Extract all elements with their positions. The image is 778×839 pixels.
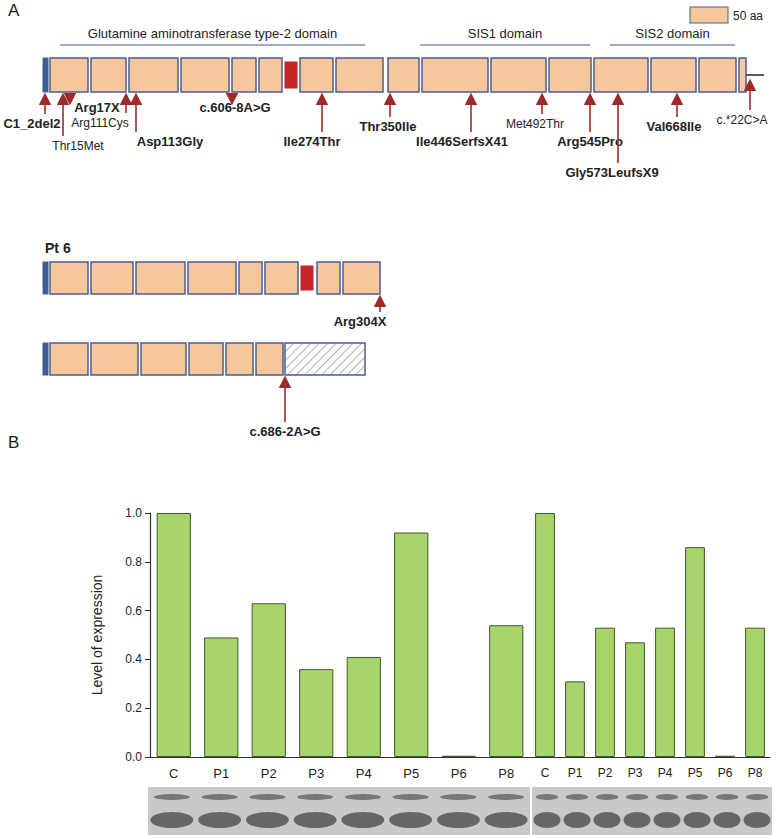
svg-text:Thr350Ile: Thr350Ile	[359, 119, 416, 134]
svg-text:0.2: 0.2	[125, 701, 142, 715]
svg-text:A: A	[8, 1, 20, 20]
svg-text:Level of expression: Level of expression	[89, 575, 105, 696]
svg-text:0.0: 0.0	[125, 750, 142, 764]
svg-text:P4: P4	[356, 766, 372, 781]
svg-text:Thr15Met: Thr15Met	[52, 139, 104, 153]
svg-text:Arg304X: Arg304X	[334, 314, 387, 329]
svg-text:P1: P1	[568, 766, 583, 780]
svg-text:c.*22C>A: c.*22C>A	[716, 113, 767, 127]
svg-text:c.686-2A>G: c.686-2A>G	[249, 424, 320, 439]
svg-text:C: C	[541, 766, 550, 780]
svg-text:P1: P1	[213, 766, 229, 781]
svg-text:Arg17X: Arg17X	[74, 100, 120, 115]
svg-text:P8: P8	[748, 766, 763, 780]
svg-text:P3: P3	[308, 766, 324, 781]
svg-text:Glutamine aminotransferase typ: Glutamine aminotransferase type-2 domain	[88, 26, 337, 41]
svg-text:1.0: 1.0	[125, 506, 142, 520]
svg-text:P6: P6	[718, 766, 733, 780]
svg-text:P2: P2	[598, 766, 613, 780]
svg-text:0.4: 0.4	[125, 652, 142, 666]
svg-text:P5: P5	[688, 766, 703, 780]
svg-text:Ile274Thr: Ile274Thr	[283, 134, 340, 149]
svg-text:Arg545Pro: Arg545Pro	[557, 134, 623, 149]
svg-text:P5: P5	[403, 766, 419, 781]
svg-text:Met492Thr: Met492Thr	[506, 117, 564, 131]
svg-text:Arg111Cys: Arg111Cys	[71, 116, 129, 130]
svg-text:P6: P6	[451, 766, 467, 781]
svg-text:SIS2 domain: SIS2 domain	[635, 26, 709, 41]
svg-text:Pt 6: Pt 6	[45, 240, 71, 256]
svg-text:c.606-8A>G: c.606-8A>G	[199, 100, 270, 115]
svg-text:Ile446SerfsX41: Ile446SerfsX41	[416, 134, 508, 149]
svg-text:0.6: 0.6	[125, 604, 142, 618]
svg-text:Gly573LeufsX9: Gly573LeufsX9	[565, 165, 658, 180]
svg-text:SIS1 domain: SIS1 domain	[468, 26, 542, 41]
svg-text:C1_2del2: C1_2del2	[3, 116, 60, 131]
svg-text:P8: P8	[498, 766, 514, 781]
svg-text:0.8: 0.8	[125, 555, 142, 569]
svg-text:50 aa: 50 aa	[733, 9, 763, 23]
svg-text:P2: P2	[261, 766, 277, 781]
svg-text:P3: P3	[628, 766, 643, 780]
svg-text:P4: P4	[658, 766, 673, 780]
svg-text:C: C	[169, 766, 178, 781]
svg-text:Asp113Gly: Asp113Gly	[137, 134, 204, 149]
svg-text:Val668Ile: Val668Ile	[647, 119, 702, 134]
svg-text:B: B	[8, 433, 19, 452]
